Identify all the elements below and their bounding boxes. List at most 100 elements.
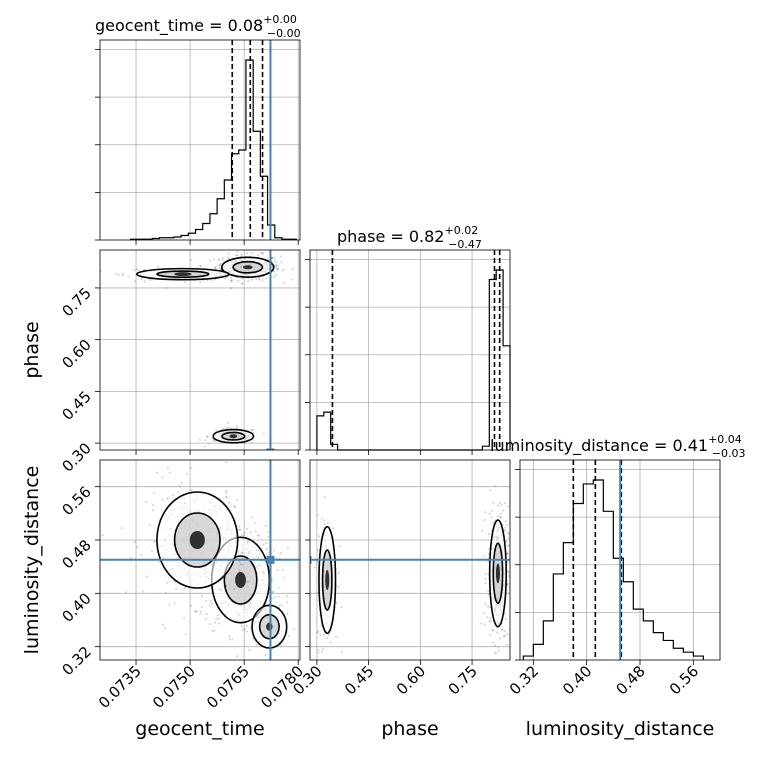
- sample-point: [158, 560, 161, 563]
- title-phase: phase = 0.82+0.02 −0.47: [337, 224, 482, 251]
- sample-point: [228, 501, 231, 504]
- sample-point: [220, 268, 223, 271]
- title-luminosity-distance: luminosity_distance = 0.41+0.04 −0.03: [490, 433, 746, 460]
- sample-point: [184, 633, 187, 636]
- sample-point: [276, 569, 279, 572]
- sample-point: [209, 259, 212, 262]
- sample-point: [492, 521, 495, 524]
- sample-point: [261, 251, 264, 254]
- sample-point: [507, 571, 510, 574]
- sample-point: [164, 591, 167, 594]
- sample-point: [292, 628, 295, 631]
- sample-point: [161, 623, 164, 626]
- histogram-phase: [316, 269, 511, 451]
- density-peak: [235, 572, 246, 588]
- sample-point: [280, 261, 283, 264]
- sample-point: [133, 541, 136, 544]
- sample-point: [208, 604, 211, 607]
- sample-point: [264, 654, 267, 657]
- sample-point: [259, 251, 262, 254]
- sample-point: [503, 612, 506, 615]
- sample-point: [252, 428, 255, 431]
- sample-point: [229, 426, 232, 429]
- sample-point: [227, 252, 230, 255]
- sample-point: [224, 584, 227, 587]
- sample-point: [133, 280, 136, 283]
- sample-point: [218, 264, 221, 267]
- sample-point: [245, 624, 248, 627]
- sample-point: [236, 250, 239, 253]
- sample-point: [172, 494, 175, 497]
- sample-point: [499, 515, 502, 518]
- sample-point: [190, 466, 193, 469]
- sample-point: [492, 629, 495, 632]
- sample-point: [199, 264, 202, 267]
- y-tick-label: 0.32: [58, 643, 94, 679]
- sample-point: [115, 272, 118, 275]
- x-tick-label: 0.40: [559, 662, 595, 698]
- histogram-geocent_time: [130, 59, 297, 240]
- sample-point: [153, 540, 156, 543]
- sample-point: [161, 476, 164, 479]
- sample-point: [198, 438, 201, 441]
- sample-point: [273, 257, 276, 260]
- sample-point: [275, 264, 278, 267]
- sample-point: [279, 255, 282, 258]
- sample-point: [487, 560, 490, 563]
- sample-point: [244, 628, 247, 631]
- sample-point: [241, 563, 244, 566]
- y-tick-label: 0.40: [58, 589, 94, 625]
- sample-point: [491, 628, 494, 631]
- x-tick-label: 0.0765: [203, 662, 253, 712]
- sample-point: [326, 522, 329, 525]
- sample-point: [261, 279, 264, 282]
- sample-point: [143, 280, 146, 283]
- sample-point: [479, 622, 482, 625]
- sample-point: [500, 503, 503, 506]
- sample-point: [250, 428, 253, 431]
- sample-point: [236, 254, 239, 257]
- sample-point: [488, 619, 491, 622]
- x-tick-label: 0.48: [612, 662, 648, 698]
- sample-point: [315, 561, 318, 564]
- sample-point: [151, 550, 154, 553]
- sample-point: [231, 279, 234, 282]
- y-tick-label: 0.48: [58, 536, 94, 572]
- sample-point: [507, 532, 510, 535]
- sample-point: [488, 512, 491, 515]
- sample-point: [133, 269, 136, 272]
- sample-point: [236, 425, 239, 428]
- sample-point: [177, 491, 180, 494]
- sample-point: [240, 266, 243, 269]
- sample-point: [265, 548, 268, 551]
- sample-point: [489, 634, 492, 637]
- sample-point: [100, 269, 102, 272]
- panel-frame: [309, 249, 511, 451]
- x-axis-label-luminosity-distance: luminosity_distance: [526, 718, 715, 740]
- sample-point: [329, 641, 332, 644]
- sample-point: [496, 631, 499, 634]
- sample-point: [285, 595, 288, 598]
- sample-point: [272, 549, 275, 552]
- sample-point: [173, 602, 176, 605]
- sample-point: [210, 279, 213, 282]
- sample-point: [234, 254, 237, 257]
- sample-point: [275, 260, 278, 263]
- sample-point: [323, 669, 325, 671]
- sample-point: [497, 514, 500, 517]
- sample-point: [224, 613, 227, 616]
- sample-point: [121, 272, 124, 275]
- sample-point: [505, 643, 508, 646]
- y-axis-label-phase: phase: [21, 321, 43, 378]
- sample-point: [484, 602, 487, 605]
- sample-point: [239, 528, 242, 531]
- sample-point: [271, 591, 274, 594]
- sample-point: [186, 472, 189, 475]
- sample-point: [262, 543, 265, 546]
- y-tick-label: 0.45: [58, 387, 94, 423]
- panel-frame: [99, 39, 301, 241]
- sample-point: [218, 588, 221, 591]
- sample-point: [214, 266, 217, 269]
- sample-point: [211, 629, 214, 632]
- sample-point: [240, 282, 243, 285]
